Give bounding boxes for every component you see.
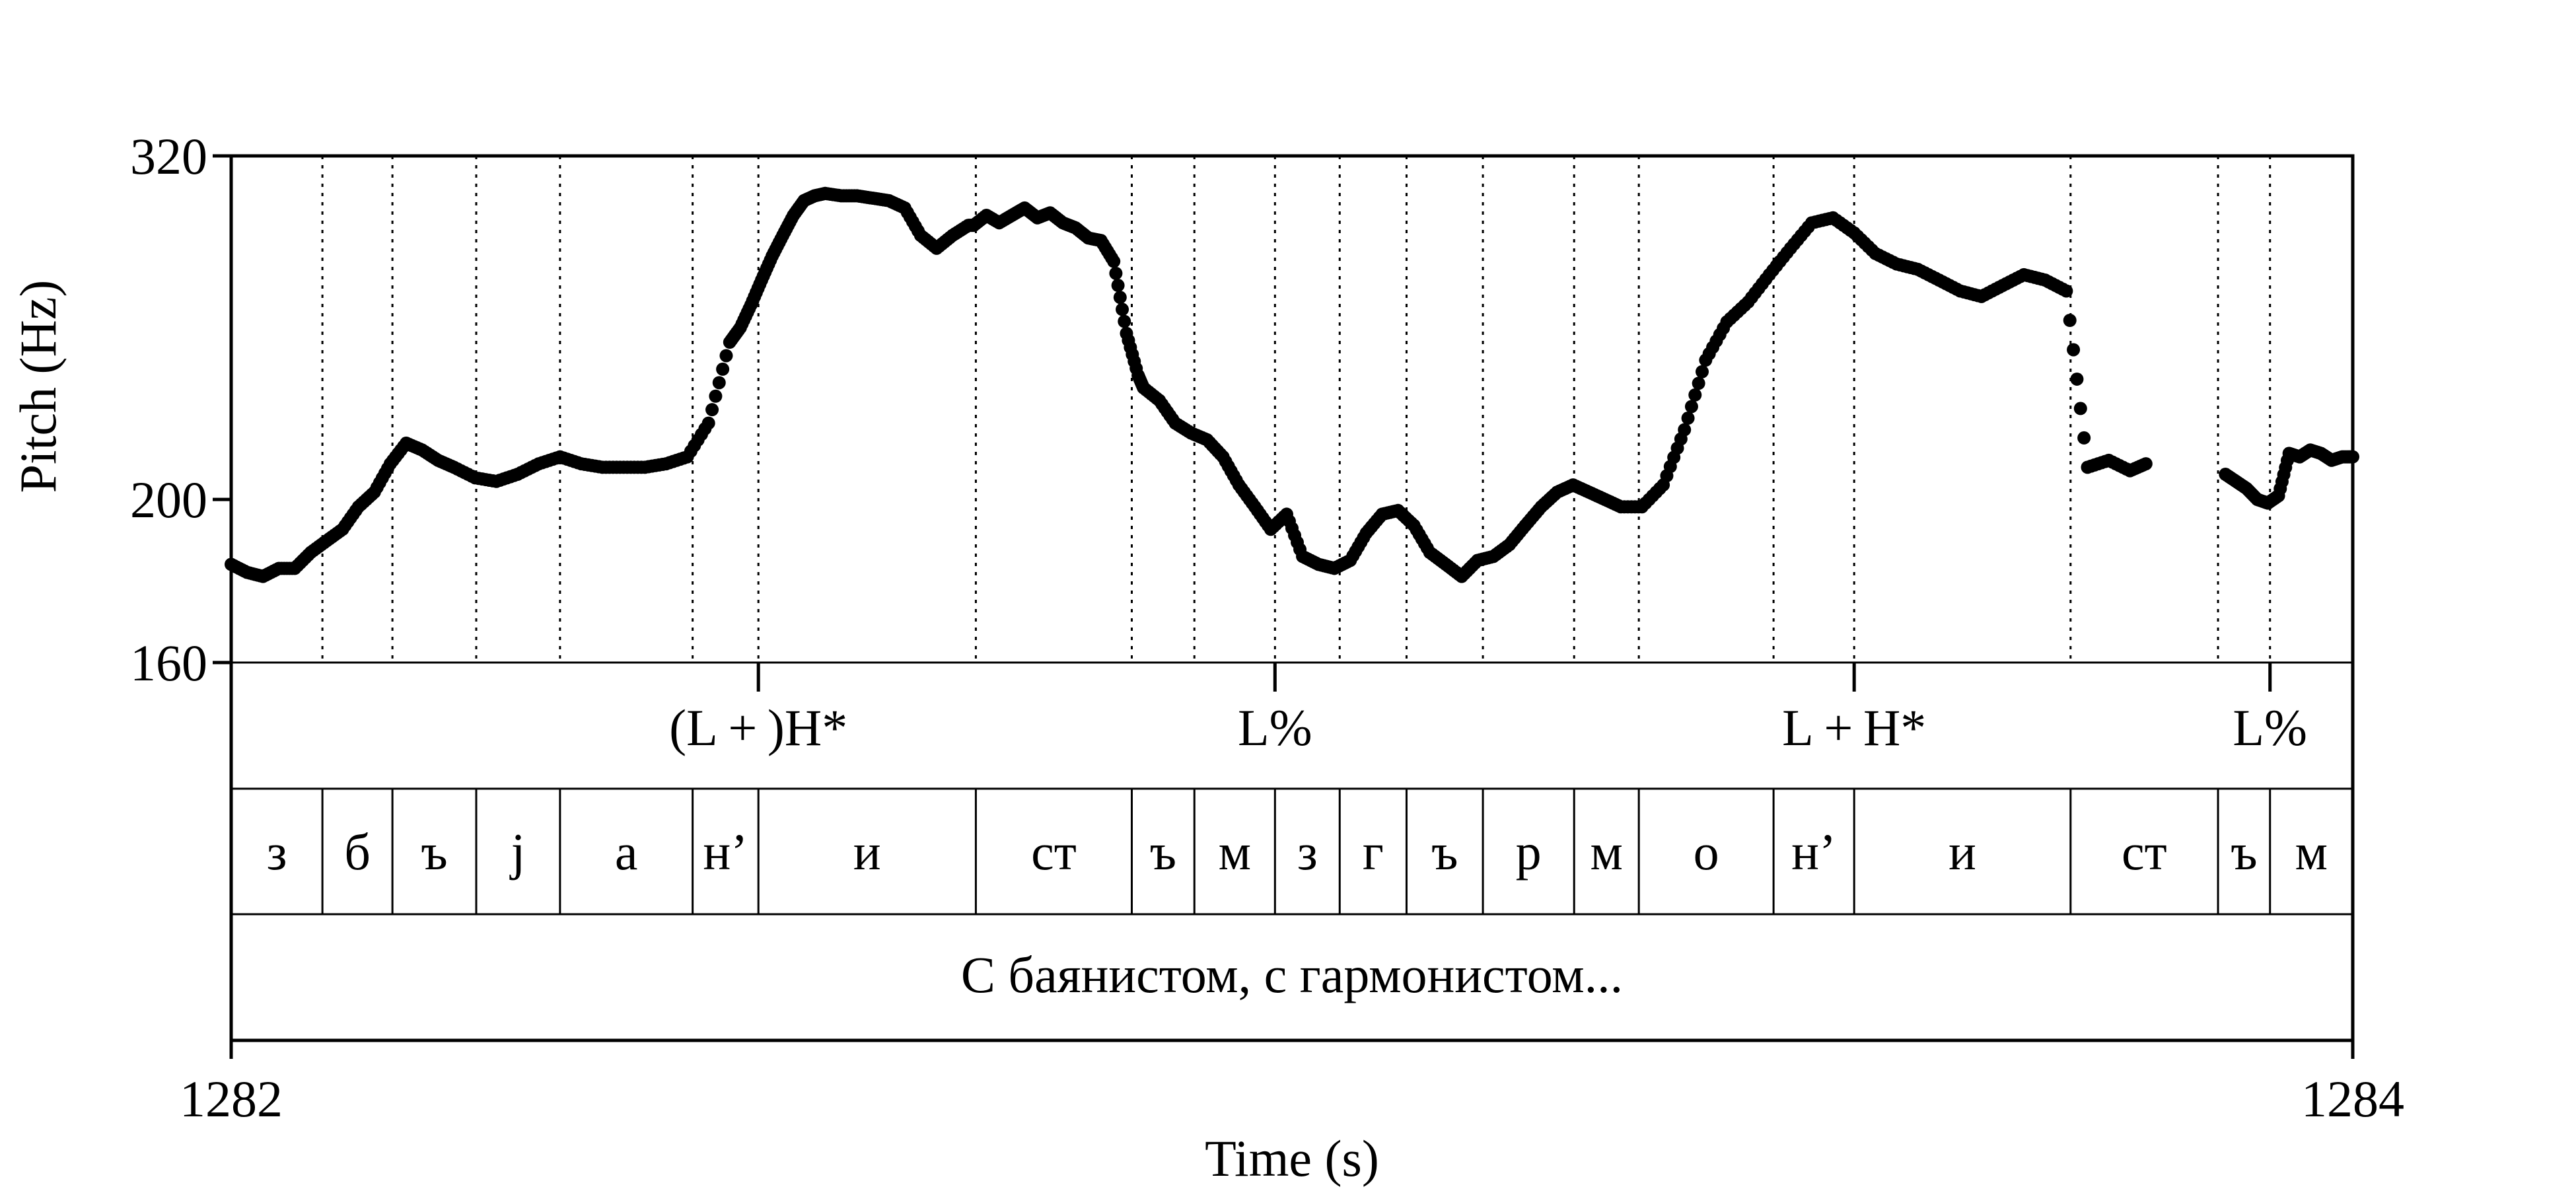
pitch-point: [1109, 266, 1123, 280]
pitch-point: [1695, 365, 1709, 378]
pitch-point: [1111, 279, 1125, 293]
segment-label: и: [1949, 823, 1976, 881]
y-axis-label: Pitch (Hz): [9, 280, 67, 493]
pitch-point: [712, 376, 726, 390]
pitch-point: [2077, 431, 2091, 445]
segment-label: ъ: [1431, 823, 1458, 881]
segment-label: ст: [1031, 823, 1077, 881]
pitch-point: [2063, 313, 2077, 327]
tone-label: L + H*: [1782, 699, 1926, 756]
segment-tier: з б ъ j а н’ и ст ъ м з г ъ р м о н’ и ст ъ м: [267, 823, 2328, 881]
x-axis: 1282 1284: [180, 1040, 2404, 1128]
pitch-point: [2073, 402, 2087, 415]
pitch-point: [1678, 423, 1692, 437]
utterance-text: С баянистом, с гармонистом...: [961, 946, 1623, 1003]
pitch-point: [1681, 412, 1695, 425]
y-tick-label: 320: [130, 127, 207, 185]
x-tick-label: 1282: [180, 1070, 283, 1128]
tone-tier: (L + )H* L% L + H* L%: [669, 663, 2307, 756]
segment-label: ъ: [2231, 823, 2257, 881]
pitch-point: [1113, 291, 1127, 305]
pitch-point: [2067, 343, 2081, 357]
pitch-point: [1116, 303, 1129, 316]
segment-label: б: [344, 823, 371, 881]
pitch-point: [719, 349, 733, 363]
plot-frame: [229, 154, 2355, 1042]
pitch-point: [709, 389, 723, 403]
pitch-point: [1107, 254, 1121, 268]
segment-boundary-gridlines: [321, 156, 2272, 663]
segment-label: о: [1694, 823, 1719, 881]
pitch-point: [2139, 457, 2153, 471]
segment-label: м: [2295, 823, 2328, 881]
y-tick-label: 200: [130, 471, 207, 528]
segment-label: ъ: [421, 823, 447, 881]
segment-label: м: [1219, 823, 1251, 881]
y-tick-label: 160: [130, 634, 207, 692]
tone-label: (L + )H*: [669, 699, 847, 756]
segment-label: з: [1297, 823, 1318, 881]
pitch-point: [2070, 372, 2084, 386]
pitch-point: [1118, 314, 1131, 328]
pitch-point: [1692, 377, 1705, 390]
segment-label: н’: [703, 823, 748, 881]
pitch-point: [2059, 284, 2073, 298]
annotation-tier-lines: [231, 661, 2353, 916]
tone-label: L%: [2233, 699, 2307, 756]
segment-label: j: [509, 823, 526, 881]
segment-label: г: [1363, 823, 1384, 881]
segment-label: н’: [1791, 823, 1836, 881]
segment-label: р: [1516, 823, 1542, 881]
pitch-point: [1688, 388, 1702, 402]
x-tick-label: 1284: [2301, 1070, 2404, 1128]
segment-label: з: [267, 823, 287, 881]
pitch-point: [716, 362, 730, 376]
tone-label: L%: [1238, 699, 1312, 756]
pitch-point: [701, 416, 715, 430]
pitch-contour-points: [225, 186, 2359, 583]
segment-label: ст: [2122, 823, 2167, 881]
segment-label: м: [1590, 823, 1622, 881]
pitch-point: [705, 403, 719, 417]
x-axis-label: Time (s): [1205, 1130, 1379, 1187]
segment-label: и: [853, 823, 881, 881]
y-axis: 320 200 160: [130, 127, 231, 692]
segment-label: а: [615, 823, 638, 881]
segment-label: ъ: [1150, 823, 1176, 881]
pitch-point: [1684, 400, 1698, 414]
